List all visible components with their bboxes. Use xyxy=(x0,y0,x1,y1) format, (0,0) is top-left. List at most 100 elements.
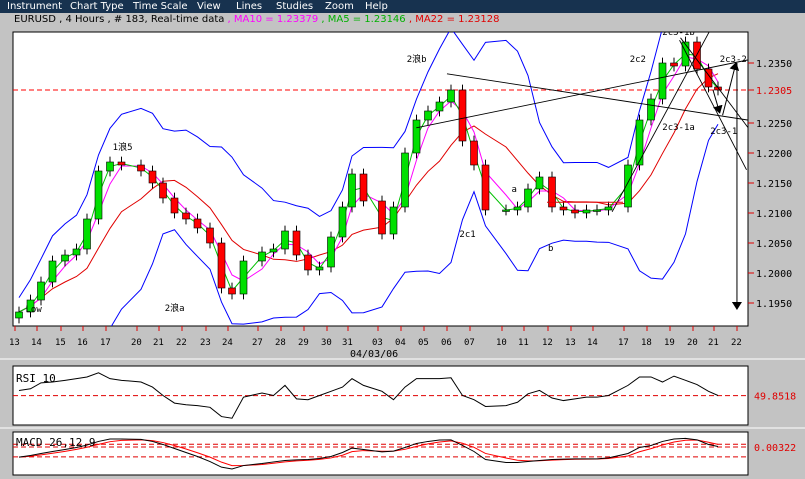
wave-annotation: Low xyxy=(26,305,43,315)
date-tick-label: 03 xyxy=(372,338,383,348)
date-tick-label: 24 xyxy=(222,338,233,348)
date-tick-label: 28 xyxy=(275,338,286,348)
macd-panel[interactable] xyxy=(12,431,749,476)
trendline xyxy=(680,37,748,129)
date-tick-label: 20 xyxy=(131,338,142,348)
candle xyxy=(458,89,467,142)
price-tick-label: 1.2150 xyxy=(756,179,792,190)
macd-signal-line xyxy=(18,439,719,467)
instrument-name: EURUSD xyxy=(14,14,56,25)
rsi-value-label: 49.8518 xyxy=(754,392,796,403)
candle xyxy=(647,98,655,121)
menu-chart-type[interactable]: Chart Type xyxy=(70,1,124,12)
candle xyxy=(48,260,57,283)
candle xyxy=(681,41,690,67)
wave-annotation: 2c2 xyxy=(630,55,646,65)
candle xyxy=(670,62,678,67)
date-tick-label: 21 xyxy=(153,338,164,348)
candle xyxy=(292,230,301,256)
date-tick-label: 04 xyxy=(395,338,406,348)
candle xyxy=(548,176,556,208)
bollinger-upper-line xyxy=(18,32,662,298)
date-tick-label: 11 xyxy=(518,338,529,348)
timeframe: 4 Hours xyxy=(65,14,105,25)
macd-label: MACD 26,12,9 xyxy=(16,436,95,449)
candle xyxy=(447,89,455,103)
date-tick-label: 12 xyxy=(542,338,553,348)
date-tick-label: 07 xyxy=(464,338,475,348)
date-tick-label: 10 xyxy=(496,338,507,348)
candle xyxy=(72,248,81,256)
candle xyxy=(15,311,23,319)
rsi-panel[interactable] xyxy=(12,365,749,426)
menu-time-scale[interactable]: Time Scale xyxy=(133,1,188,12)
candle xyxy=(524,188,532,208)
date-tick-label: 19 xyxy=(664,338,675,348)
date-tick-label: 30 xyxy=(321,338,332,348)
date-tick-label: 06 xyxy=(441,338,452,348)
trendline xyxy=(416,59,748,129)
candle xyxy=(106,161,114,172)
candle xyxy=(193,218,202,229)
date-tick-label: 14 xyxy=(31,338,42,348)
chart-info-bar: EURUSD , 4 Hours , # 183, Real-time data… xyxy=(0,13,805,26)
ma5-line xyxy=(18,53,719,313)
candle xyxy=(424,110,432,121)
macd-value-label: 0.00322 xyxy=(754,443,796,454)
menu-studies[interactable]: Studies xyxy=(276,1,314,12)
menu-view[interactable]: View xyxy=(197,1,221,12)
ma22-readout: , MA22 = 1.23128 xyxy=(405,14,500,25)
trendline xyxy=(679,39,747,171)
candle xyxy=(148,170,157,184)
separator: , xyxy=(55,14,66,25)
ma10-line xyxy=(18,56,719,313)
candle xyxy=(61,254,69,262)
candle xyxy=(304,254,312,271)
trendline xyxy=(446,73,748,121)
candle xyxy=(470,140,478,166)
candle xyxy=(693,41,701,70)
menu-zoom[interactable]: Zoom xyxy=(325,1,354,12)
menu-instrument[interactable]: Instrument xyxy=(7,1,63,12)
date-tick-label: 17 xyxy=(100,338,111,348)
menu-lines[interactable]: Lines xyxy=(236,1,263,12)
price-tick-label: 1.2000 xyxy=(756,269,792,280)
price-tick-label: 1.2250 xyxy=(756,119,792,130)
candle xyxy=(315,266,324,271)
month-label: 04/03/06 xyxy=(350,349,398,360)
date-tick-label: 20 xyxy=(687,338,698,348)
date-tick-label: 14 xyxy=(587,338,598,348)
price-panel[interactable] xyxy=(12,31,749,327)
arrow xyxy=(712,89,723,114)
candle xyxy=(327,236,335,268)
candle xyxy=(559,206,568,211)
candle xyxy=(401,152,409,208)
candle xyxy=(117,161,126,166)
wave-annotation: 2c3-1b xyxy=(662,28,695,38)
arrow xyxy=(722,62,740,116)
candle xyxy=(182,212,190,220)
candle xyxy=(481,164,490,211)
candle xyxy=(435,101,444,112)
candle xyxy=(571,209,579,214)
candle xyxy=(582,209,591,214)
wave-annotation: 2c3-1 xyxy=(710,127,737,137)
wave-annotation: 2浪b xyxy=(407,53,427,65)
current-price-label: 1.2305 xyxy=(756,86,792,97)
candle xyxy=(658,62,667,100)
date-tick-label: 16 xyxy=(77,338,88,348)
price-tick-label: 1.2100 xyxy=(756,209,792,220)
trendline xyxy=(611,32,710,213)
menu-bar: Instrument Chart Type Time Scale View Li… xyxy=(0,0,805,13)
candle xyxy=(228,287,236,295)
candle xyxy=(170,197,179,214)
wave-annotation: 1浪5 xyxy=(113,141,133,153)
candle xyxy=(502,209,510,212)
candle xyxy=(239,260,248,295)
menu-help[interactable]: Help xyxy=(365,1,388,12)
ma10-readout: , MA10 = 1.23379 xyxy=(224,14,319,25)
candle xyxy=(704,68,713,88)
date-tick-label: 05 xyxy=(418,338,429,348)
date-tick-label: 18 xyxy=(641,338,652,348)
